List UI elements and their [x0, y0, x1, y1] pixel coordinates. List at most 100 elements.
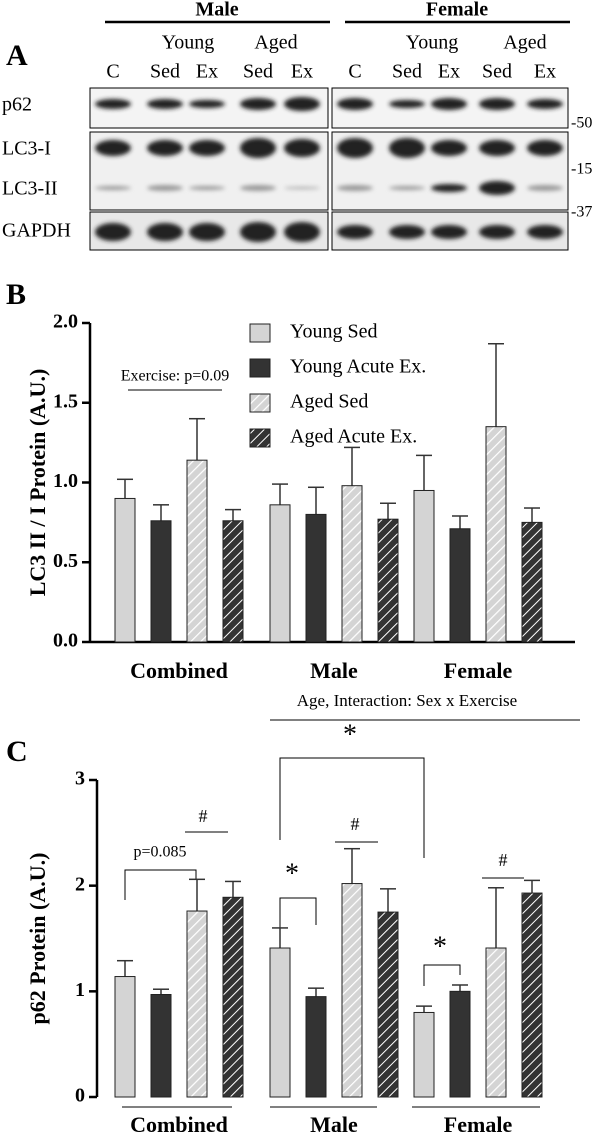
band [527, 99, 563, 109]
group-label: Male [195, 0, 238, 21]
band [479, 225, 515, 239]
bar [521, 521, 543, 643]
x-tick-label: Combined [130, 658, 228, 683]
age-label: Aged [254, 32, 297, 54]
band [95, 223, 131, 241]
y-axis-label: LC3 II / I Protein (A.U.) [25, 369, 50, 597]
x-tick-label: Female [444, 1112, 513, 1137]
band [147, 223, 183, 241]
bar [222, 520, 244, 643]
band [479, 98, 515, 110]
lane-label: Ex [438, 61, 460, 83]
bar [413, 489, 435, 643]
annotation: * [433, 931, 447, 962]
lane-label: Ex [291, 61, 313, 83]
lane-label: Sed [243, 61, 273, 83]
y-tick-label: 3 [75, 768, 85, 790]
legend-label: Young Sed [290, 321, 377, 343]
band [431, 225, 467, 239]
bar [222, 896, 244, 1098]
lane-label: Sed [150, 61, 180, 83]
band [240, 138, 276, 158]
bar [186, 459, 208, 643]
y-tick-label: 2 [75, 873, 85, 895]
lane-label: C [348, 61, 361, 83]
band [479, 140, 515, 156]
bar [485, 947, 507, 1098]
bar [377, 911, 399, 1098]
group-label: Female [426, 0, 488, 21]
bar [449, 990, 471, 1098]
y-tick-label: 0.0 [53, 630, 78, 652]
bar [150, 520, 172, 643]
legend-label: Young Acute Ex. [290, 356, 426, 378]
lane-label: Ex [534, 61, 556, 83]
band [389, 186, 425, 190]
marker-label: -37 [571, 204, 592, 221]
annotation: # [499, 850, 508, 870]
row-label: LC3-II [2, 178, 58, 200]
band [147, 140, 183, 156]
band [337, 185, 373, 191]
band [284, 187, 320, 189]
lane-label: Ex [196, 61, 218, 83]
annotation: Exercise: p=0.09 [121, 368, 230, 385]
band [189, 100, 225, 108]
bar [341, 883, 363, 1098]
annotation: # [351, 814, 360, 834]
x-tick-label: Female [444, 658, 513, 683]
age-label: Young [162, 32, 214, 54]
annotation: Age, Interaction: Sex x Exercise [297, 691, 517, 710]
bar [377, 518, 399, 643]
x-tick-label: Combined [130, 1112, 228, 1137]
band [389, 138, 425, 158]
x-tick-label: Male [310, 1112, 358, 1137]
marker-label: -50 [571, 115, 592, 132]
band [189, 186, 225, 190]
band [337, 225, 373, 239]
bar [150, 994, 172, 1098]
x-tick-label: Male [310, 658, 358, 683]
bar [305, 996, 327, 1098]
row-label: p62 [2, 94, 32, 116]
band [389, 100, 425, 108]
band [240, 98, 276, 110]
band [337, 98, 373, 110]
y-tick-label: 1 [75, 979, 85, 1001]
lane-label: C [106, 61, 119, 83]
band [95, 99, 131, 109]
panel-label: B [6, 278, 26, 311]
y-tick-label: 1.0 [53, 470, 78, 492]
band [527, 225, 563, 239]
band [95, 140, 131, 156]
bar [269, 504, 291, 643]
bar [186, 910, 208, 1098]
band [284, 97, 320, 111]
band [147, 99, 183, 109]
y-tick-label: 0.5 [53, 550, 78, 572]
age-label: Young [406, 32, 458, 54]
band [337, 138, 373, 158]
band [189, 140, 225, 156]
bar [341, 485, 363, 643]
y-tick-label: 0 [75, 1085, 85, 1107]
band [240, 222, 276, 242]
marker-label: -15 [571, 161, 592, 178]
band [527, 140, 563, 156]
row-label: GAPDH [2, 220, 71, 242]
bar [413, 1011, 435, 1098]
bar [305, 513, 327, 643]
band [479, 181, 515, 195]
annotation: * [343, 719, 357, 750]
legend-swatch [249, 358, 271, 378]
row-label: LC3-I [2, 138, 51, 160]
band [431, 184, 467, 192]
band [189, 223, 225, 241]
band [431, 140, 467, 156]
legend-label: Aged Acute Ex. [290, 426, 417, 448]
bar [114, 497, 136, 643]
band [284, 139, 320, 157]
band [389, 225, 425, 239]
age-label: Aged [503, 32, 546, 54]
